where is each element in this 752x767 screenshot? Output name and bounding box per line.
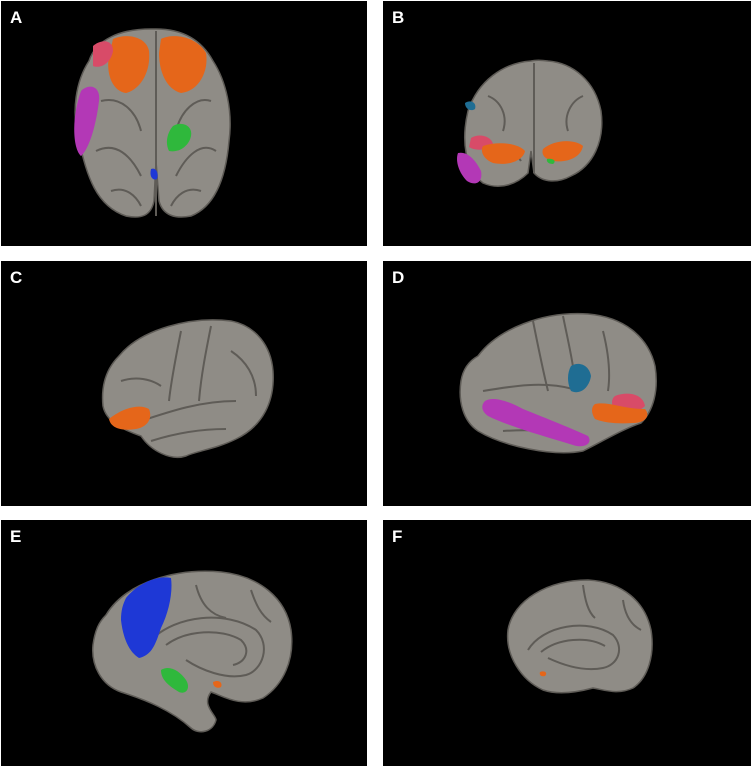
region-orange	[592, 403, 648, 424]
region-orange-left	[481, 143, 525, 164]
cortex-surface	[92, 570, 293, 733]
brain-panel-a: A	[1, 1, 367, 246]
brain-panel-c: C	[1, 261, 367, 506]
sulci	[120, 325, 257, 442]
panel-label-d: D	[392, 268, 405, 287]
cortex-surface	[101, 319, 274, 458]
brain-render-left-lateral	[101, 319, 274, 458]
region-teal	[465, 101, 476, 111]
region-magenta	[482, 398, 590, 447]
panel-label-e: E	[10, 527, 22, 546]
region-teal	[568, 363, 591, 393]
brain-render-right-lateral	[459, 312, 657, 454]
region-orange	[213, 680, 222, 688]
panel-label-b: B	[392, 8, 405, 27]
region-green	[161, 668, 189, 693]
panel-label-a: A	[10, 8, 23, 27]
region-orange-left	[108, 36, 150, 93]
brain-render-right-medial	[506, 579, 653, 694]
brain-panel-d: D	[383, 261, 751, 506]
region-magenta-left	[74, 86, 100, 156]
region-magenta	[457, 152, 482, 184]
brain-render-left-medial	[92, 570, 293, 733]
region-green	[546, 158, 555, 164]
brain-render-ventral	[74, 28, 231, 218]
cortex-surface	[506, 579, 653, 694]
brain-panel-e: E	[1, 520, 367, 766]
brain-panel-f: F	[383, 520, 751, 766]
region-pink-left	[93, 41, 113, 67]
panel-label-c: C	[10, 268, 23, 287]
region-orange-right	[159, 36, 207, 93]
brain-panel-b: B	[383, 1, 751, 246]
sulci	[527, 584, 642, 671]
region-orange	[539, 671, 547, 677]
region-blue	[121, 577, 172, 658]
region-orange-right	[542, 141, 583, 162]
region-orange	[109, 406, 151, 430]
region-blue	[150, 168, 158, 180]
region-green-right	[166, 123, 192, 152]
sulci	[150, 584, 272, 678]
brain-render-anterior	[457, 59, 603, 187]
panel-label-f: F	[392, 527, 403, 546]
